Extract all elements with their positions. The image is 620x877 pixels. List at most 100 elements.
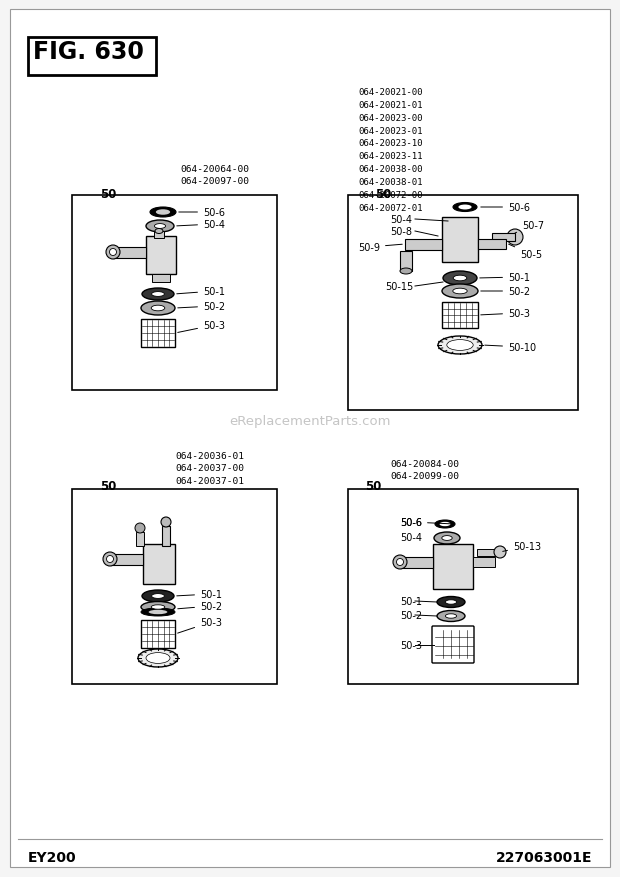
- Text: 50-2: 50-2: [480, 287, 530, 296]
- Ellipse shape: [142, 590, 174, 602]
- Text: 50: 50: [365, 480, 381, 493]
- Bar: [477, 549, 500, 556]
- Text: 50: 50: [100, 188, 117, 201]
- Text: 50-7: 50-7: [515, 221, 544, 234]
- Ellipse shape: [156, 210, 170, 216]
- Ellipse shape: [155, 229, 163, 234]
- Bar: [400, 558, 433, 568]
- Ellipse shape: [400, 268, 412, 275]
- Text: 50-1: 50-1: [177, 589, 222, 599]
- Text: 064-20036-01
064-20037-00
064-20037-01: 064-20036-01 064-20037-00 064-20037-01: [175, 452, 244, 486]
- Ellipse shape: [150, 208, 176, 217]
- Ellipse shape: [445, 600, 456, 604]
- Circle shape: [494, 546, 506, 559]
- Circle shape: [110, 249, 117, 256]
- Ellipse shape: [438, 337, 482, 354]
- Text: 064-20084-00
064-20099-00: 064-20084-00 064-20099-00: [390, 460, 459, 481]
- Ellipse shape: [146, 652, 170, 664]
- Text: 50-2: 50-2: [178, 302, 225, 311]
- Text: 50-6: 50-6: [400, 517, 422, 527]
- Text: 50-1: 50-1: [400, 596, 422, 606]
- Bar: [162, 526, 170, 546]
- Ellipse shape: [447, 340, 473, 351]
- Bar: [348, 196, 578, 410]
- Text: 50-4: 50-4: [177, 220, 225, 230]
- Text: 50: 50: [100, 480, 117, 493]
- Ellipse shape: [141, 302, 175, 316]
- Ellipse shape: [443, 272, 477, 286]
- Text: 064-20021-00
064-20021-01
064-20023-00
064-20023-01
064-20023-10
064-20023-11
06: 064-20021-00 064-20021-01 064-20023-00 0…: [358, 88, 422, 212]
- Bar: [72, 489, 277, 684]
- Ellipse shape: [458, 205, 472, 210]
- Ellipse shape: [445, 614, 456, 618]
- Bar: [146, 237, 176, 275]
- Ellipse shape: [442, 285, 478, 299]
- Ellipse shape: [152, 292, 164, 297]
- Text: 50-8: 50-8: [390, 227, 412, 237]
- Text: 50-6: 50-6: [480, 203, 530, 213]
- Bar: [433, 545, 473, 589]
- Circle shape: [397, 559, 404, 566]
- Circle shape: [107, 556, 113, 563]
- Bar: [154, 232, 164, 239]
- Ellipse shape: [434, 532, 460, 545]
- Bar: [28, 38, 156, 76]
- Bar: [348, 489, 578, 684]
- Circle shape: [161, 517, 171, 527]
- Ellipse shape: [141, 602, 175, 613]
- Text: 50-10: 50-10: [485, 343, 536, 353]
- Bar: [405, 239, 442, 251]
- Bar: [72, 196, 277, 390]
- Ellipse shape: [138, 649, 178, 667]
- Ellipse shape: [437, 610, 465, 622]
- Circle shape: [393, 555, 407, 569]
- Text: 50-4: 50-4: [400, 532, 422, 542]
- Ellipse shape: [442, 536, 452, 541]
- Text: 50-6: 50-6: [179, 208, 225, 217]
- Text: 50-13: 50-13: [503, 541, 541, 552]
- Text: FIG. 630: FIG. 630: [33, 40, 144, 64]
- Bar: [442, 217, 478, 263]
- Circle shape: [106, 246, 120, 260]
- Circle shape: [135, 524, 145, 533]
- Bar: [141, 319, 175, 347]
- Bar: [478, 239, 506, 250]
- Text: 50-9: 50-9: [358, 243, 402, 253]
- Bar: [110, 554, 143, 566]
- Text: 50-15: 50-15: [385, 282, 414, 292]
- Ellipse shape: [453, 276, 467, 282]
- Text: 50-4: 50-4: [390, 215, 412, 225]
- Bar: [473, 558, 495, 567]
- Ellipse shape: [142, 289, 174, 301]
- Text: EY200: EY200: [28, 850, 77, 864]
- Text: 50-1: 50-1: [177, 287, 225, 296]
- Ellipse shape: [437, 597, 465, 608]
- Bar: [442, 303, 478, 329]
- Text: 50-6: 50-6: [400, 517, 452, 527]
- Text: 50-5: 50-5: [508, 245, 542, 260]
- Bar: [141, 620, 175, 648]
- Ellipse shape: [453, 203, 477, 212]
- Text: 50-3: 50-3: [480, 309, 530, 318]
- Text: 064-20064-00
064-20097-00: 064-20064-00 064-20097-00: [180, 165, 249, 186]
- Bar: [400, 252, 412, 272]
- Bar: [152, 275, 170, 282]
- Ellipse shape: [453, 289, 467, 295]
- Ellipse shape: [146, 221, 174, 232]
- Ellipse shape: [141, 609, 175, 617]
- Text: 50-3: 50-3: [178, 617, 222, 633]
- Text: 50: 50: [375, 188, 391, 201]
- Text: 50-3: 50-3: [178, 321, 225, 333]
- Ellipse shape: [440, 522, 451, 526]
- Text: 50-1: 50-1: [480, 273, 530, 282]
- Bar: [136, 532, 144, 546]
- FancyBboxPatch shape: [432, 626, 474, 663]
- Ellipse shape: [152, 594, 164, 599]
- Ellipse shape: [151, 306, 165, 311]
- Circle shape: [103, 553, 117, 567]
- Bar: [492, 234, 515, 242]
- Text: 50-2: 50-2: [178, 602, 222, 611]
- Bar: [143, 545, 175, 584]
- Ellipse shape: [149, 610, 167, 615]
- Ellipse shape: [154, 225, 166, 229]
